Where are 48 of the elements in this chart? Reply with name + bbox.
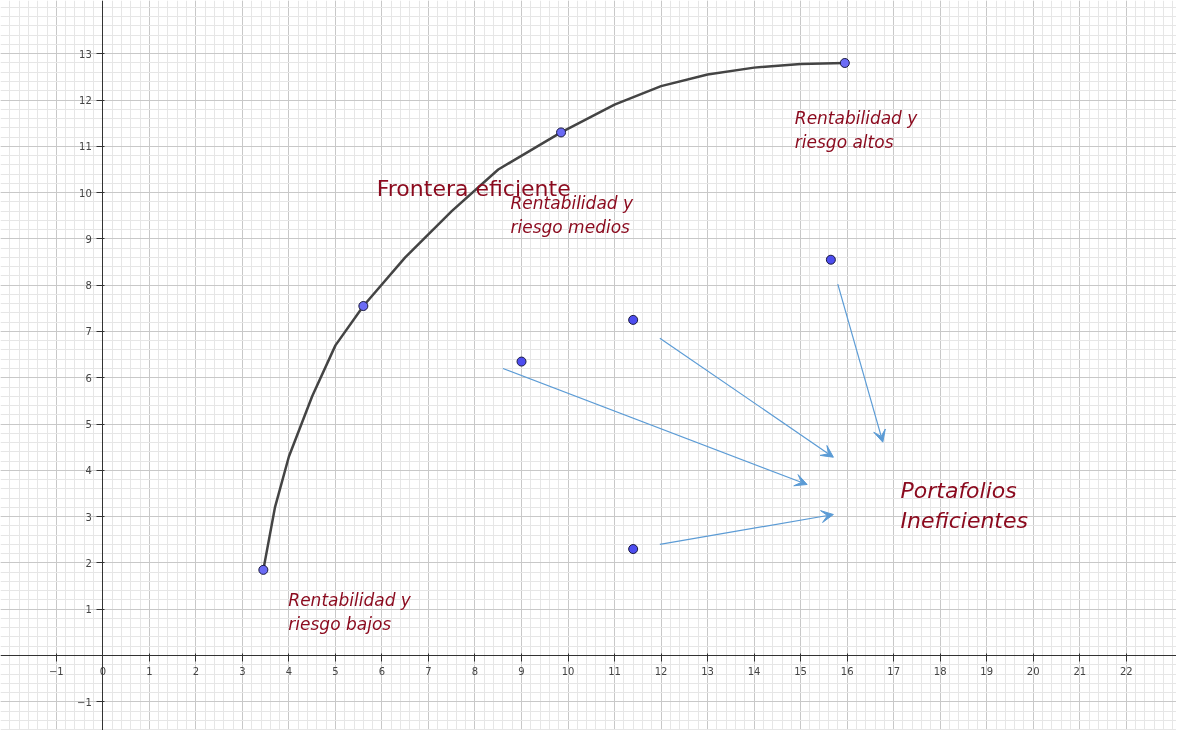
y-tick-label: 7 bbox=[85, 326, 92, 338]
point bbox=[825, 254, 836, 265]
x-tick-label: 20 bbox=[1026, 665, 1040, 677]
x-tick-label: 4 bbox=[285, 665, 293, 677]
annotation: Rentabilidad y riesgo altos bbox=[794, 107, 919, 152]
x-tick-label: 10 bbox=[561, 665, 575, 677]
y-tick-label: 9 bbox=[85, 233, 92, 245]
x-tick-label: −1 bbox=[48, 665, 64, 677]
x-tick-label: 9 bbox=[518, 665, 525, 677]
x-tick-label: 15 bbox=[794, 665, 807, 677]
point bbox=[556, 127, 567, 138]
x-tick-label: 14 bbox=[747, 665, 761, 677]
annotation: Portafolios Ineficientes bbox=[900, 477, 1028, 533]
x-tick-label: 18 bbox=[933, 665, 947, 677]
x-tick-label: 6 bbox=[378, 665, 386, 677]
x-tick-label: 8 bbox=[471, 665, 479, 677]
y-tick-label: 4 bbox=[85, 465, 92, 477]
y-tick-label: 3 bbox=[85, 511, 92, 523]
x-tick-label: 11 bbox=[608, 665, 621, 677]
y-tick-label: 11 bbox=[79, 141, 92, 153]
x-tick-label: 13 bbox=[701, 665, 714, 677]
y-tick-label: 6 bbox=[85, 372, 92, 384]
point bbox=[839, 58, 850, 68]
point bbox=[516, 356, 527, 367]
x-tick-label: 5 bbox=[332, 665, 339, 677]
y-tick-label: 10 bbox=[79, 187, 92, 199]
y-tick-label: 8 bbox=[85, 280, 92, 292]
x-tick-label: 22 bbox=[1119, 665, 1133, 677]
point bbox=[258, 564, 269, 575]
x-tick-label: 21 bbox=[1073, 665, 1087, 677]
x-tick-label: 7 bbox=[425, 665, 432, 677]
y-tick-label: 2 bbox=[85, 557, 92, 569]
y-tick-label: 13 bbox=[79, 48, 92, 60]
x-tick-label: 1 bbox=[146, 665, 153, 677]
x-tick-label: 3 bbox=[239, 665, 246, 677]
y-tick-label: 5 bbox=[85, 419, 92, 431]
y-tick-label: 1 bbox=[85, 604, 92, 616]
x-tick-label: 16 bbox=[840, 665, 854, 677]
x-tick-label: 19 bbox=[980, 665, 994, 677]
annotation: Rentabilidad y riesgo bajos bbox=[288, 589, 412, 634]
x-tick-label: 17 bbox=[887, 665, 901, 677]
x-tick-label: 12 bbox=[654, 665, 668, 677]
point bbox=[628, 314, 639, 325]
y-tick-label: 12 bbox=[79, 95, 92, 107]
point bbox=[358, 301, 369, 312]
point bbox=[628, 544, 639, 555]
x-tick-label: 2 bbox=[192, 665, 200, 677]
y-tick-label: −1 bbox=[77, 696, 92, 708]
